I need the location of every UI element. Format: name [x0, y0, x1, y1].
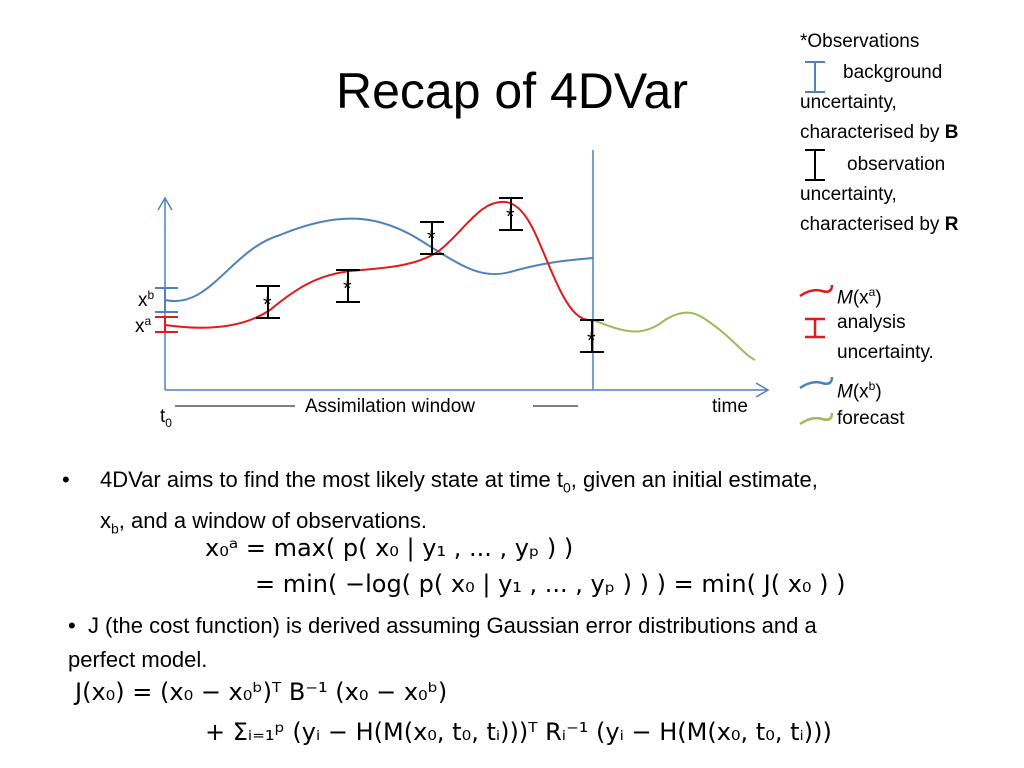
equation-cost-line1: J(x₀) = (x₀ − x₀ᵇ)ᵀ B⁻¹ (x₀ − x₀ᵇ): [75, 678, 448, 706]
analysis-uncertainty-bar: [155, 316, 178, 333]
legend-analysis-traj: M(xa): [837, 285, 882, 309]
observation-5: [580, 319, 604, 353]
obs-star-3: *: [427, 226, 436, 251]
bullet-2: • J (the cost function) is derived assum…: [68, 613, 817, 672]
analysis-trajectory-icon: [799, 284, 834, 298]
obs-star-5: *: [587, 328, 596, 353]
analysis-trajectory: [164, 200, 594, 329]
background-trajectory-icon: [799, 376, 834, 390]
t0-label: t0: [160, 406, 172, 430]
xa-label: xa: [135, 314, 152, 337]
legend-analysis-uncertainty: analysis uncertainty.: [837, 312, 934, 363]
bullet-1: • 4DVar aims to find the most likely sta…: [62, 467, 818, 537]
background-uncertainty-bar: [155, 287, 178, 313]
window-label: Assimilation window: [305, 396, 475, 417]
observation-1: [256, 285, 280, 319]
equation-cost-line2: + Σᵢ₌₁ᵖ (yᵢ − H(M(x₀, t₀, tᵢ)))ᵀ Rᵢ⁻¹ (y…: [205, 718, 832, 746]
forecast-trajectory: [592, 311, 756, 361]
obs-star-4: *: [506, 204, 515, 229]
time-label: time: [712, 396, 748, 417]
xb-label: xb: [138, 288, 155, 311]
obs-star-2: *: [343, 276, 352, 301]
background-uncertainty-icon: [805, 61, 825, 93]
equation-map-line1: x₀ᵃ = max( p( x₀ | y₁ , ... , yₚ ) ): [205, 534, 574, 562]
legend-background-text: background uncertainty, characterised by…: [800, 62, 959, 143]
obs-star-1: *: [263, 292, 272, 317]
observation-3: [420, 221, 444, 255]
legend-forecast: forecast: [837, 408, 905, 429]
forecast-icon: [799, 412, 834, 426]
observation-uncertainty-icon: [805, 149, 825, 181]
equation-map-line2: = min( −log( p( x₀ | y₁ , ... , yₚ ) ) )…: [255, 570, 846, 598]
observation-2: [336, 269, 360, 303]
background-trajectory: [164, 217, 594, 303]
legend-observation-text: observation uncertainty, characterised b…: [800, 154, 959, 235]
assimilation-diagram: * * * * * xb xa t0 Assimilation window t…: [135, 150, 770, 430]
observation-4: [499, 197, 523, 231]
legend-heading: *Observations: [800, 31, 920, 52]
analysis-uncertainty-icon: [805, 317, 825, 339]
legend-background-traj: M(xb): [837, 379, 882, 403]
page-title: Recap of 4DVar: [335, 63, 689, 119]
